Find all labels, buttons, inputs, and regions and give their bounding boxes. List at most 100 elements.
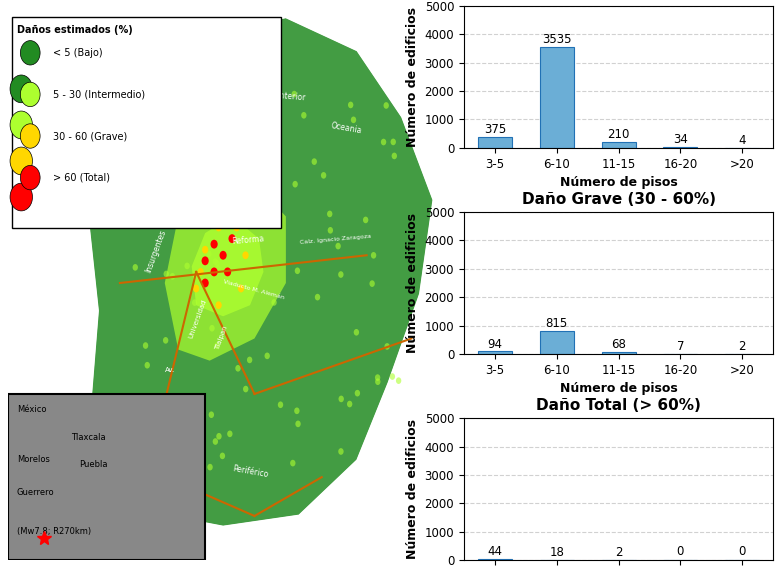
Circle shape [163,271,169,277]
Text: 0: 0 [739,545,746,558]
Circle shape [192,299,198,306]
Title: Daño Total (> 60%): Daño Total (> 60%) [536,398,701,413]
Circle shape [227,431,233,437]
Circle shape [140,96,145,102]
Bar [8,394,205,560]
Circle shape [351,117,356,123]
Circle shape [212,258,218,265]
Text: Reforma: Reforma [232,234,265,246]
Circle shape [132,136,137,142]
Text: 210: 210 [608,128,629,141]
Circle shape [146,114,152,121]
Circle shape [136,71,141,77]
Circle shape [390,139,396,145]
Circle shape [139,211,144,218]
Circle shape [201,278,209,288]
Circle shape [294,268,300,274]
Text: 375: 375 [483,123,506,136]
Bar [12,17,281,228]
Polygon shape [191,216,263,316]
Circle shape [338,271,344,278]
Text: 2: 2 [739,340,746,353]
Text: Puebla: Puebla [80,461,108,470]
Text: > 60 (Total): > 60 (Total) [52,192,109,202]
Circle shape [216,433,222,440]
Circle shape [173,414,178,420]
Text: 0: 0 [676,545,684,558]
X-axis label: Número de pisos: Número de pisos [560,383,677,396]
Text: 44: 44 [487,545,502,558]
Polygon shape [88,17,434,527]
Circle shape [216,301,222,309]
Circle shape [209,325,215,332]
Circle shape [242,251,248,259]
Circle shape [375,374,380,381]
Circle shape [216,265,221,272]
Circle shape [369,280,375,287]
Circle shape [235,365,241,372]
Text: Interior: Interior [277,91,306,102]
Circle shape [315,294,320,301]
Circle shape [265,353,270,359]
Circle shape [348,102,353,108]
Bar [601,142,636,148]
Circle shape [214,342,219,349]
Circle shape [194,173,200,179]
Circle shape [20,82,40,106]
Circle shape [144,362,150,368]
Circle shape [202,246,209,254]
Text: Tlaxcala: Tlaxcala [70,433,105,442]
Circle shape [290,460,295,466]
Circle shape [354,329,359,336]
Circle shape [201,200,205,207]
Text: 2: 2 [615,546,622,559]
Circle shape [219,453,225,459]
Text: < 5 (Bajo): < 5 (Bajo) [52,48,102,58]
Circle shape [375,378,380,385]
Circle shape [312,158,317,165]
Circle shape [151,63,156,70]
Circle shape [295,421,301,427]
Text: Av.: Av. [165,367,175,373]
Text: Universidad: Universidad [187,298,207,340]
Text: Viaducto M. Alemán: Viaducto M. Alemán [223,280,285,301]
Circle shape [215,260,220,267]
Circle shape [216,224,222,231]
Circle shape [234,224,240,231]
Circle shape [219,251,226,260]
Bar [601,352,636,354]
Text: (Mw7.8; R270km): (Mw7.8; R270km) [16,527,91,536]
Text: 815: 815 [546,317,568,330]
Circle shape [169,273,175,280]
Circle shape [163,179,168,185]
Title: Daño Grave (30 - 60%): Daño Grave (30 - 60%) [522,191,715,207]
Circle shape [335,243,341,250]
Circle shape [321,172,326,179]
Circle shape [391,153,397,159]
Circle shape [10,75,33,102]
Circle shape [338,448,344,455]
Circle shape [291,91,297,97]
Circle shape [231,79,237,85]
X-axis label: Número de pisos: Número de pisos [560,176,677,189]
Circle shape [211,240,218,248]
Text: Oceania: Oceania [330,121,363,135]
Bar [478,137,512,148]
Text: 3535: 3535 [542,33,572,46]
Text: Periférico: Periférico [232,464,269,479]
Text: < 5 (Bajo): < 5 (Bajo) [52,84,102,94]
Circle shape [363,217,369,223]
Text: Morelos: Morelos [16,455,50,464]
Circle shape [206,251,212,257]
Circle shape [20,165,40,190]
Circle shape [209,411,214,418]
Text: 34: 34 [673,133,688,146]
Circle shape [238,285,244,293]
Circle shape [229,70,234,76]
Circle shape [327,211,333,217]
Circle shape [253,148,259,155]
Text: 5 - 30 (Intermedio): 5 - 30 (Intermedio) [52,120,144,130]
Text: 68: 68 [611,338,626,351]
Circle shape [301,112,306,119]
Circle shape [184,263,190,269]
